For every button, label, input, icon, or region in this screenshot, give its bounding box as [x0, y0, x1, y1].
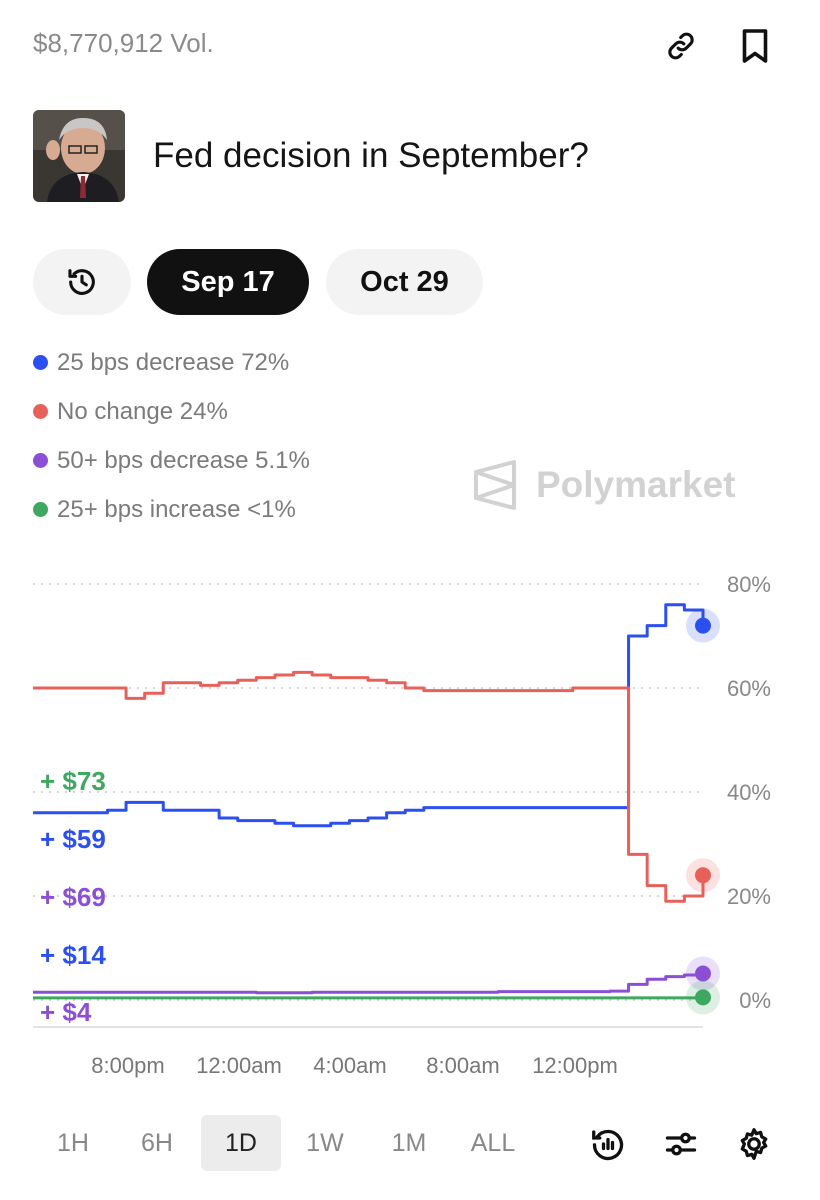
legend-dot	[33, 453, 48, 468]
series-line	[33, 670, 705, 903]
market-avatar	[33, 110, 125, 202]
legend-dot	[33, 404, 48, 419]
legend-label: 25+ bps increase <1%	[57, 495, 296, 523]
series-end-dot	[695, 867, 711, 884]
series-line	[33, 973, 705, 995]
chart-legend: 25 bps decrease 72% No change 24% 50+ bp…	[33, 338, 310, 534]
legend-label: 25 bps decrease 72%	[57, 348, 290, 376]
y-tick-label: 80%	[727, 572, 771, 597]
range-tab-6h[interactable]: 6H	[141, 1128, 173, 1157]
y-tick-label: 60%	[727, 676, 771, 701]
legend-item: 25 bps decrease 72%	[33, 338, 310, 387]
watermark-text: Polymarket	[536, 464, 736, 505]
gain-label: + $69	[40, 882, 106, 912]
gain-label: + $14	[40, 940, 106, 970]
volume-label: $8,770,912 Vol.	[33, 28, 214, 58]
x-tick-label: 8:00pm	[91, 1053, 164, 1078]
range-tab-1d[interactable]: 1D	[201, 1115, 281, 1171]
date-tab-sep-17[interactable]: Sep 17	[147, 249, 309, 315]
polymarket-watermark: Polymarket	[472, 460, 736, 510]
series-end-dot	[695, 965, 711, 982]
x-tick-label: 12:00pm	[532, 1053, 618, 1078]
price-chart[interactable]: 80% 60% 40% 20% 0% 8:00pm 12:00am 4:00am 8:00am 1…	[0, 550, 820, 1080]
legend-item: 50+ bps decrease 5.1%	[33, 436, 310, 485]
legend-label: No change 24%	[57, 397, 228, 425]
series-end-dot	[695, 617, 711, 634]
y-tick-label: 20%	[727, 884, 771, 909]
gain-label: + $4	[40, 997, 92, 1027]
history-icon	[68, 269, 95, 295]
range-tab-1m[interactable]: 1M	[391, 1128, 427, 1157]
legend-item: 25+ bps increase <1%	[33, 485, 310, 534]
y-tick-label: 40%	[727, 780, 771, 805]
gain-label: + $73	[40, 766, 106, 796]
date-tab-oct-29[interactable]: Oct 29	[326, 249, 483, 315]
history-button[interactable]	[33, 249, 131, 315]
legend-dot	[33, 355, 48, 370]
x-tick-label: 12:00am	[196, 1053, 282, 1078]
settings-button[interactable]	[730, 1120, 778, 1168]
range-tab-1w[interactable]: 1W	[306, 1128, 344, 1157]
y-tick-label: 0%	[739, 988, 771, 1013]
series-end-dot	[695, 989, 711, 1006]
x-tick-label: 8:00am	[426, 1053, 499, 1078]
legend-label: 50+ bps decrease 5.1%	[57, 446, 310, 474]
filter-button[interactable]	[657, 1120, 705, 1168]
gear-icon	[740, 1128, 768, 1160]
sliders-icon	[665, 1132, 697, 1156]
market-title: Fed decision in September?	[153, 136, 589, 175]
gain-label: + $59	[40, 824, 106, 854]
replay-chart-icon	[592, 1129, 624, 1161]
replay-chart-button[interactable]	[584, 1120, 632, 1168]
range-tab-1h[interactable]: 1H	[57, 1128, 89, 1157]
polymarket-logo-icon	[474, 460, 516, 510]
legend-item: No change 24%	[33, 387, 310, 436]
time-range-tabs: 1H 6H 1D 1W 1M ALL	[33, 1115, 537, 1171]
link-icon[interactable]	[659, 24, 703, 68]
range-tab-all[interactable]: ALL	[470, 1128, 516, 1157]
legend-dot	[33, 502, 48, 517]
bookmark-icon[interactable]	[733, 24, 777, 68]
x-tick-label: 4:00am	[313, 1053, 386, 1078]
